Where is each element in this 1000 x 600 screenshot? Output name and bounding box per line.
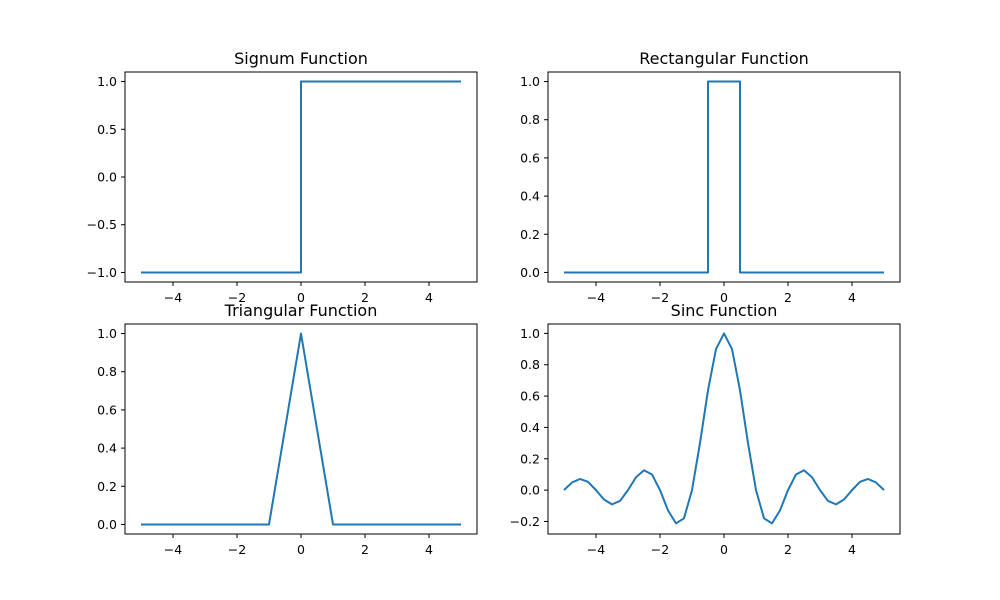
y-tick-label: 0.6 — [520, 389, 540, 404]
y-tick-label: 0.0 — [97, 170, 117, 185]
y-tick-label: −0.2 — [510, 514, 540, 529]
x-tick-label: −4 — [164, 290, 182, 305]
subplot-title: Sinc Function — [671, 301, 778, 320]
subplot-sinc: −4 −2 0 2 4 −0.2 0.0 0.2 0.4 0.6 0.8 1.0 Sinc Functi… — [510, 301, 901, 557]
axes-frame — [124, 323, 478, 535]
subplot-title: Triangular Function — [224, 301, 378, 320]
subplot-rectangular: −4 −2 0 2 4 0.0 0.2 0.4 0.6 0.8 1.0 Rectangular Fun… — [520, 49, 901, 305]
x-tick-label: 0 — [720, 290, 728, 305]
y-tick-label: 0.2 — [520, 451, 540, 466]
y-tick-label: −0.5 — [87, 217, 117, 232]
series-line — [141, 332, 461, 526]
subplot-title: Rectangular Function — [639, 49, 809, 68]
subplot-triangular: −4 −2 0 2 4 0.0 0.2 0.4 0.6 0.8 1.0 Triangular Func… — [97, 301, 478, 557]
x-tick-label: 4 — [425, 290, 433, 305]
y-tick-label: 0.8 — [520, 357, 540, 372]
series-line — [141, 80, 461, 274]
x-tick-label: −2 — [228, 542, 246, 557]
y-tick-label: 1.0 — [97, 326, 117, 341]
y-tick-label: 0.0 — [520, 265, 540, 280]
x-tick-label: −2 — [651, 290, 669, 305]
x-tick-label: −4 — [587, 290, 605, 305]
y-tick-label: 0.0 — [97, 517, 117, 532]
x-tick-label: 2 — [361, 542, 369, 557]
y-tick-label: 0.5 — [97, 122, 117, 137]
x-tick-label: −2 — [228, 290, 246, 305]
x-tick-label: 2 — [784, 542, 792, 557]
x-tick-label: −4 — [164, 542, 182, 557]
x-tick-label: 4 — [425, 542, 433, 557]
axes-frame — [547, 323, 901, 535]
x-tick-label: −2 — [651, 542, 669, 557]
y-tick-label: 0.2 — [520, 227, 540, 242]
x-tick-label: 4 — [848, 290, 856, 305]
axes-frame — [547, 71, 901, 283]
y-tick-label: 1.0 — [97, 74, 117, 89]
x-tick-label: 2 — [361, 290, 369, 305]
subplot-signum: −4 −2 0 2 4 −1.0 −0.5 0.0 0.5 1.0 Signum Function — [87, 49, 478, 305]
y-tick-label: 0.6 — [97, 402, 117, 417]
y-tick-label: 0.8 — [97, 364, 117, 379]
series-line — [563, 332, 885, 525]
x-tick-label: 2 — [784, 290, 792, 305]
y-tick-label: 0.0 — [520, 483, 540, 498]
y-tick-label: 0.4 — [97, 441, 117, 456]
y-tick-label: −1.0 — [87, 265, 117, 280]
series-line — [564, 80, 884, 274]
y-tick-label: 0.8 — [520, 112, 540, 127]
x-tick-label: 0 — [297, 290, 305, 305]
x-tick-label: 4 — [848, 542, 856, 557]
y-tick-label: 0.6 — [520, 150, 540, 165]
x-tick-label: −4 — [587, 542, 605, 557]
x-tick-label: 0 — [297, 542, 305, 557]
y-tick-label: 0.2 — [97, 479, 117, 494]
x-tick-label: 0 — [720, 542, 728, 557]
y-tick-label: 1.0 — [520, 326, 540, 341]
subplot-title: Signum Function — [234, 49, 368, 68]
y-tick-label: 0.4 — [520, 189, 540, 204]
y-tick-label: 0.4 — [520, 420, 540, 435]
y-tick-label: 1.0 — [520, 74, 540, 89]
